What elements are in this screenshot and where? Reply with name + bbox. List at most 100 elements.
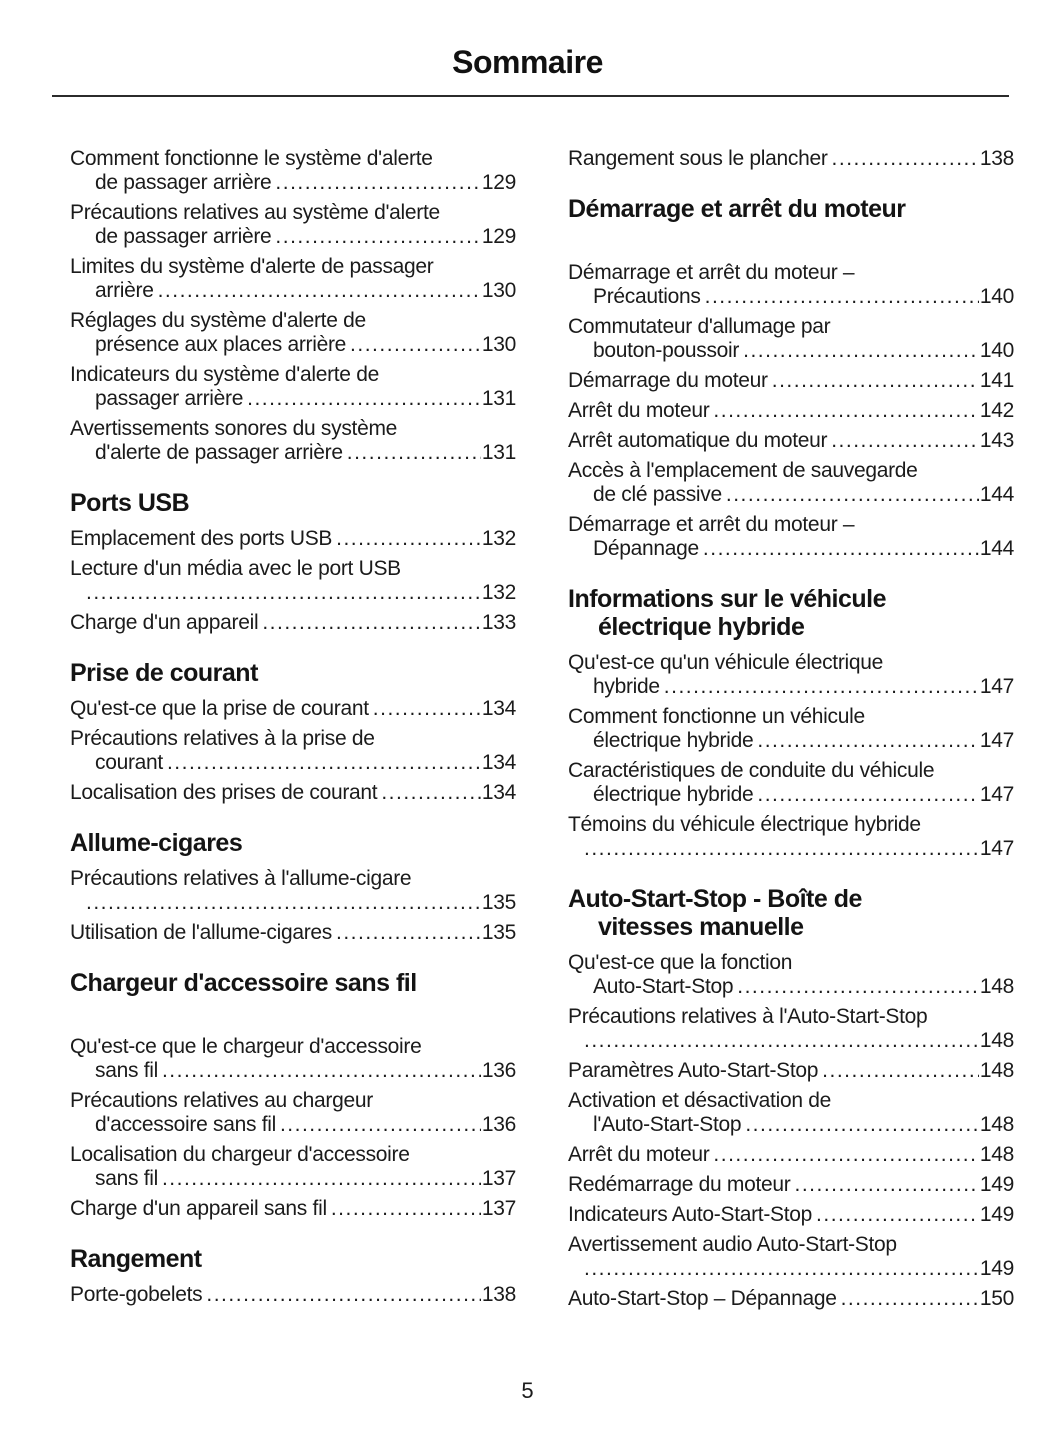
toc-entry[interactable]: Précautions relatives à la prise de coura… bbox=[70, 727, 516, 775]
entry-page-number: 136 bbox=[481, 1059, 516, 1082]
toc-entry[interactable]: Démarrage du moteur 141 bbox=[568, 369, 1014, 393]
toc-entry[interactable]: Arrêt du moteur 142 bbox=[568, 399, 1014, 423]
leader-dots bbox=[280, 1113, 481, 1137]
toc-entry[interactable]: Utilisation de l'allume-cigares 135 bbox=[70, 921, 516, 945]
entry-page-number: 140 bbox=[979, 339, 1014, 362]
toc-entry[interactable]: Rangement sous le plancher 138 bbox=[568, 147, 1014, 171]
leader-dots bbox=[247, 387, 481, 411]
toc-entry-line: Avertissement audio Auto-Start-Stop bbox=[568, 1233, 897, 1256]
toc-entry[interactable]: Limites du système d'alerte de passager a… bbox=[70, 255, 516, 303]
toc-entry[interactable]: Indicateurs du système d'alerte de passag… bbox=[70, 363, 516, 411]
toc-entry[interactable]: Avertissements sonores du système d'alert… bbox=[70, 417, 516, 465]
section-heading-line: Allume-cigares bbox=[70, 829, 243, 857]
leader-dots bbox=[584, 837, 979, 861]
entry-page-number: 144 bbox=[979, 483, 1014, 506]
toc-entry[interactable]: Avertissement audio Auto-Start-Stop 149 bbox=[568, 1233, 1014, 1281]
section-heading-line: électrique hybride bbox=[598, 613, 805, 641]
toc-entry[interactable]: Accès à l'emplacement de sauvegarde de cl… bbox=[568, 459, 1014, 507]
toc-entry-line: Auto-Start-Stop 148 bbox=[568, 975, 1014, 999]
toc-entry[interactable]: Caractéristiques de conduite du véhicule… bbox=[568, 759, 1014, 807]
leader-dots bbox=[664, 675, 979, 699]
entry-text: arrière bbox=[95, 279, 154, 302]
section-heading: Ports USB bbox=[70, 489, 516, 517]
toc-entry-line: courant 134 bbox=[70, 751, 516, 775]
entry-page-number: 137 bbox=[481, 1197, 516, 1220]
toc-entry[interactable]: Indicateurs Auto-Start-Stop 149 bbox=[568, 1203, 1014, 1227]
toc-entry[interactable]: Qu'est-ce que la prise de courant 134 bbox=[70, 697, 516, 721]
toc-entry[interactable]: Localisation des prises de courant 134 bbox=[70, 781, 516, 805]
toc-entry-line: Qu'est-ce que la prise de courant 134 bbox=[70, 697, 516, 721]
toc-entry-line: Réglages du système d'alerte de bbox=[70, 309, 366, 332]
entry-text: Rangement sous le plancher bbox=[568, 147, 828, 170]
toc-entry[interactable]: Démarrage et arrêt du moteur – Précaution… bbox=[568, 261, 1014, 309]
entry-page-number: 134 bbox=[481, 697, 516, 720]
toc-entry-line: Auto-Start-Stop – Dépannage 150 bbox=[568, 1287, 1014, 1311]
entry-text: Auto-Start-Stop – Dépannage bbox=[568, 1287, 837, 1310]
leader-dots bbox=[757, 729, 978, 753]
entry-text: Localisation des prises de courant bbox=[70, 781, 378, 804]
entry-page-number: 131 bbox=[481, 441, 516, 464]
toc-entry-line: hybride 147 bbox=[568, 675, 1014, 699]
toc-entry[interactable]: Précautions relatives au chargeur d'acces… bbox=[70, 1089, 516, 1137]
toc-entry[interactable]: Redémarrage du moteur 149 bbox=[568, 1173, 1014, 1197]
section-heading: Prise de courant bbox=[70, 659, 516, 687]
toc-entry-line: Comment fonctionne le système d'alerte bbox=[70, 147, 433, 170]
toc-entry-line: de passager arrière 129 bbox=[70, 171, 516, 195]
toc-entry-line: Activation et désactivation de bbox=[568, 1089, 831, 1112]
entry-text: Arrêt automatique du moteur bbox=[568, 429, 828, 452]
entry-page-number: 148 bbox=[979, 1143, 1014, 1166]
entry-text: bouton-poussoir bbox=[593, 339, 740, 362]
toc-entry[interactable]: Lecture d'un média avec le port USB 132 bbox=[70, 557, 516, 605]
toc-entry-line: Rangement sous le plancher 138 bbox=[568, 147, 1014, 171]
leader-dots bbox=[726, 483, 979, 507]
entry-text: de clé passive bbox=[593, 483, 722, 506]
toc-entry[interactable]: Comment fonctionne un véhicule électrique… bbox=[568, 705, 1014, 753]
toc-entry[interactable]: Arrêt automatique du moteur 143 bbox=[568, 429, 1014, 453]
toc-entry[interactable]: Activation et désactivation de l'Auto-Sta… bbox=[568, 1089, 1014, 1137]
toc-entry[interactable]: Porte-gobelets 138 bbox=[70, 1283, 516, 1307]
toc-entry[interactable]: Emplacement des ports USB 132 bbox=[70, 527, 516, 551]
toc-entry[interactable]: Témoins du véhicule électrique hybride 14… bbox=[568, 813, 1014, 861]
toc-entry-line: Arrêt automatique du moteur 143 bbox=[568, 429, 1014, 453]
toc-entry[interactable]: Qu'est-ce qu'un véhicule électrique hybri… bbox=[568, 651, 1014, 699]
toc-entry-line: Charge d'un appareil 133 bbox=[70, 611, 516, 635]
entry-page-number: 148 bbox=[979, 1059, 1014, 1082]
entry-text: de passager arrière bbox=[95, 225, 272, 248]
toc-entry-line: l'Auto-Start-Stop 148 bbox=[568, 1113, 1014, 1137]
entry-page-number: 135 bbox=[481, 921, 516, 944]
entry-text: Charge d'un appareil bbox=[70, 611, 259, 634]
entry-page-number: 147 bbox=[979, 729, 1014, 752]
toc-entry[interactable]: Qu'est-ce que le chargeur d'accessoire sa… bbox=[70, 1035, 516, 1083]
entry-text: Paramètres Auto-Start-Stop bbox=[568, 1059, 819, 1082]
entry-page-number: 133 bbox=[481, 611, 516, 634]
toc-columns: Comment fonctionne le système d'alerte de… bbox=[0, 97, 1055, 1317]
toc-entry[interactable]: Charge d'un appareil sans fil 137 bbox=[70, 1197, 516, 1221]
entry-text: d'alerte de passager arrière bbox=[95, 441, 343, 464]
toc-entry-line: Démarrage et arrêt du moteur – bbox=[568, 261, 855, 284]
toc-entry[interactable]: Précautions relatives à l'Auto-Start-Sto… bbox=[568, 1005, 1014, 1053]
toc-entry[interactable]: Charge d'un appareil 133 bbox=[70, 611, 516, 635]
toc-entry[interactable]: Précautions relatives à l'allume-cigare 1… bbox=[70, 867, 516, 915]
toc-entry[interactable]: Commutateur d'allumage par bouton-poussoi… bbox=[568, 315, 1014, 363]
toc-entry[interactable]: Qu'est-ce que la fonction Auto-Start-Stop… bbox=[568, 951, 1014, 999]
entry-page-number: 149 bbox=[979, 1203, 1014, 1226]
leader-dots bbox=[795, 1173, 979, 1197]
entry-page-number: 135 bbox=[481, 891, 516, 914]
toc-entry[interactable]: Précautions relatives au système d'alert… bbox=[70, 201, 516, 249]
leader-dots bbox=[584, 1257, 979, 1281]
toc-entry-line: Emplacement des ports USB 132 bbox=[70, 527, 516, 551]
entry-page-number: 140 bbox=[979, 285, 1014, 308]
toc-entry[interactable]: Réglages du système d'alerte de présence … bbox=[70, 309, 516, 357]
toc-entry[interactable]: Auto-Start-Stop – Dépannage 150 bbox=[568, 1287, 1014, 1311]
toc-entry[interactable]: Localisation du chargeur d'accessoire san… bbox=[70, 1143, 516, 1191]
toc-entry[interactable]: Démarrage et arrêt du moteur –Dépannage 1… bbox=[568, 513, 1014, 561]
toc-entry-line: Qu'est-ce que le chargeur d'accessoire bbox=[70, 1035, 422, 1058]
toc-entry-line: Qu'est-ce que la fonction bbox=[568, 951, 793, 974]
toc-entry[interactable]: Comment fonctionne le système d'alerte de… bbox=[70, 147, 516, 195]
toc-entry[interactable]: Paramètres Auto-Start-Stop 148 bbox=[568, 1059, 1014, 1083]
page-number-footer: 5 bbox=[521, 1378, 534, 1403]
leader-dots bbox=[336, 527, 481, 551]
entry-text: électrique hybride bbox=[593, 783, 754, 806]
toc-entry[interactable]: Arrêt du moteur 148 bbox=[568, 1143, 1014, 1167]
toc-entry-line: Démarrage du moteur 141 bbox=[568, 369, 1014, 393]
